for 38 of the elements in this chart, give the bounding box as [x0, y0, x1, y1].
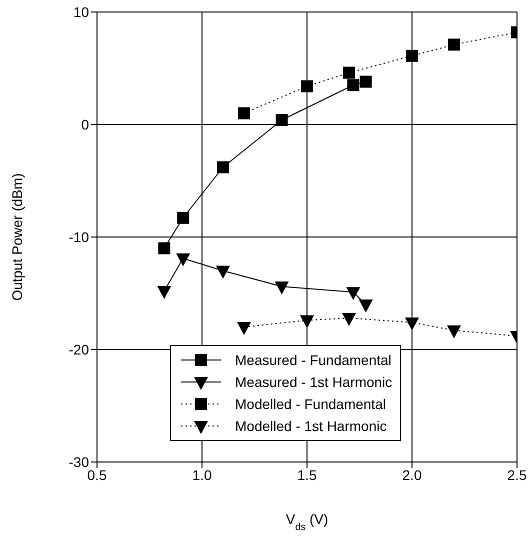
- point: [158, 242, 170, 254]
- legend-label: Modelled - 1st Harmonic: [235, 418, 387, 434]
- point: [447, 325, 461, 338]
- x-axis-title: V$_{ds}$ (V): [286, 511, 328, 532]
- point: [274, 282, 289, 294]
- y-axis-title: Output Power (dBm): [9, 173, 25, 301]
- x-tick-label: 1.5: [297, 466, 317, 483]
- y-tick-label: -10: [68, 228, 90, 245]
- legend-label: Measured - 1st Harmonic: [235, 374, 392, 390]
- point: [237, 322, 251, 335]
- y-tick-label: -20: [68, 341, 90, 358]
- x-tick-label: 0.5: [87, 466, 107, 483]
- point: [405, 318, 419, 330]
- point: [406, 50, 418, 62]
- point: [358, 300, 373, 312]
- y-tick-label: 10: [73, 4, 90, 20]
- point: [346, 287, 360, 300]
- point: [343, 66, 355, 79]
- y-tick-label: -30: [68, 454, 90, 470]
- x-tick-label: 1.0: [192, 466, 212, 483]
- point: [448, 38, 460, 51]
- point: [300, 315, 314, 328]
- point: [176, 253, 190, 266]
- y-tick-label: 0: [81, 116, 90, 132]
- point: [342, 313, 356, 326]
- point: [360, 76, 372, 88]
- legend-label: Measured - Fundamental: [235, 352, 392, 368]
- point: [217, 161, 229, 174]
- point: [238, 107, 250, 120]
- point: [157, 286, 172, 299]
- point: [216, 266, 230, 279]
- legend-label: Modelled - Fundamental: [235, 396, 386, 412]
- point: [177, 212, 190, 224]
- point: [276, 114, 288, 126]
- point: [301, 80, 313, 92]
- point: [347, 79, 360, 92]
- x-tick-label: 2.0: [402, 466, 422, 483]
- x-tick-label: 2.5: [507, 466, 527, 483]
